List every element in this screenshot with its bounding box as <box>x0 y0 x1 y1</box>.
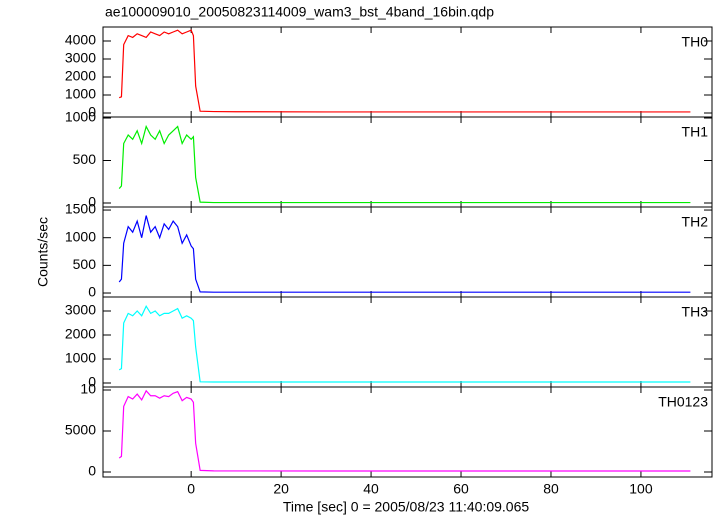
light-curve <box>118 304 691 383</box>
panel-frame <box>102 296 713 388</box>
panel-label: TH3 <box>682 304 709 320</box>
light-curve <box>118 124 691 204</box>
y-tick-label: 2000 <box>65 68 96 84</box>
y-tick-label: 5000 <box>65 422 96 438</box>
y-tick-label: 1500 <box>65 201 96 217</box>
y-tick-label: 3000 <box>65 302 96 318</box>
y-tick-label: 4000 <box>65 32 96 48</box>
x-axis-label: Time [sec] 0 = 2005/08/23 11:40:09.065 <box>283 499 530 515</box>
y-tick-label: 1000 <box>65 228 96 244</box>
x-tick-label: 20 <box>273 481 289 497</box>
y-tick-label: 0 <box>88 194 96 210</box>
y-tick-label: 1000 <box>65 109 96 125</box>
y-tick-label: 500 <box>73 151 97 167</box>
x-tick-label: 100 <box>629 481 653 497</box>
panel-frame <box>102 386 713 478</box>
light-curve <box>118 29 691 113</box>
y-tick-label: 3000 <box>65 50 96 66</box>
y-tick-label: 0 <box>88 374 96 390</box>
y-tick-label: 2000 <box>65 326 96 342</box>
y-tick-label: 0 <box>88 463 96 479</box>
y-axis-label: Counts/sec <box>35 217 51 287</box>
y-tick-label: 0 <box>88 104 96 120</box>
x-tick-label: 80 <box>543 481 559 497</box>
y-tick-label: 0 <box>88 284 96 300</box>
panel-frame <box>102 206 713 298</box>
light-curve <box>118 389 691 472</box>
y-tick-label: 1000 <box>65 86 96 102</box>
panel-label: TH1 <box>682 124 709 140</box>
panel-frame <box>102 26 713 118</box>
y-tick-label: 500 <box>73 256 97 272</box>
x-tick-label: 40 <box>363 481 379 497</box>
panel-label: TH0123 <box>658 394 708 410</box>
x-tick-label: 0 <box>187 481 195 497</box>
x-tick-label: 60 <box>453 481 469 497</box>
panel-label: TH0 <box>682 34 709 50</box>
y-tick-label: 10 <box>80 381 96 397</box>
y-tick-label: 1000 <box>65 350 96 366</box>
panel-label: TH2 <box>682 214 709 230</box>
light-curve <box>118 215 691 293</box>
chart-title: ae100009010_20050823114009_wam3_bst_4ban… <box>105 4 494 20</box>
